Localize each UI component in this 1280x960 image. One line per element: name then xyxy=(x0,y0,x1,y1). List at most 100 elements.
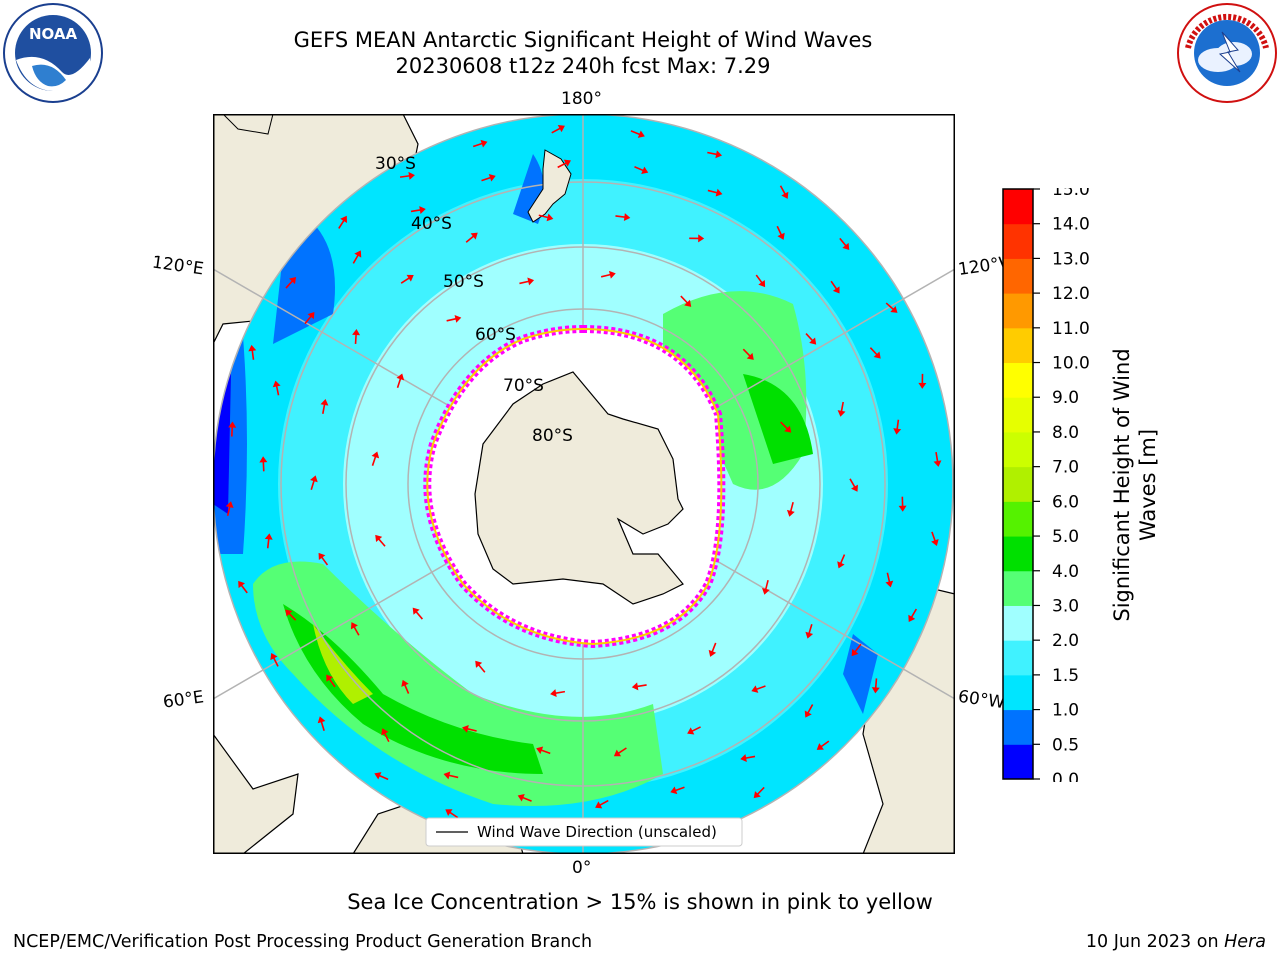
colorbar-tick-label: 14.0 xyxy=(1052,215,1090,235)
colorbar-swatch xyxy=(1003,223,1033,259)
date-text: 10 Jun 2023 on xyxy=(1085,932,1219,952)
wave-direction-arrow xyxy=(320,399,329,414)
wave-direction-arrow xyxy=(908,608,918,622)
credit-text: NCEP/EMC/Verification Post Processing Pr… xyxy=(13,932,593,952)
wave-direction-arrow xyxy=(595,799,609,809)
wave-direction-arrow xyxy=(352,329,361,345)
wave-direction-arrow xyxy=(869,347,881,359)
colorbar-swatch xyxy=(1003,640,1033,676)
colorbar-swatch xyxy=(1003,397,1033,433)
wave-direction-arrow xyxy=(779,185,789,199)
wave-direction-arrow xyxy=(780,421,792,433)
colorbar-swatch xyxy=(1003,536,1033,572)
wave-direction-arrow xyxy=(600,270,616,279)
wave-direction-arrow xyxy=(481,173,496,182)
wave-direction-arrow xyxy=(401,679,410,694)
lon-label-180: 180° xyxy=(561,89,602,109)
wave-direction-arrow xyxy=(550,689,566,698)
wave-direction-arrow xyxy=(375,534,386,547)
colorbar-swatch xyxy=(1003,431,1033,468)
wave-direction-arrow xyxy=(830,280,840,294)
wave-direction-arrow xyxy=(613,747,627,757)
wave-direction-arrow xyxy=(634,165,649,174)
lat-label-60s: 60°S xyxy=(475,325,516,345)
wave-direction-arrow xyxy=(707,188,723,197)
wave-direction-arrow xyxy=(475,660,486,673)
svg-text:Significant Height of Wind: Significant Height of Wind xyxy=(1110,348,1134,621)
colorbar-tick-label: 0.5 xyxy=(1052,735,1079,755)
wave-direction-arrow xyxy=(259,456,268,472)
colorbar-tick-label: 8.0 xyxy=(1052,423,1079,443)
wave-direction-arrow xyxy=(317,716,326,731)
wave-direction-arrow xyxy=(893,419,902,435)
wave-direction-arrow xyxy=(742,348,754,360)
wave-direction-arrow xyxy=(248,344,257,360)
wave-direction-arrow xyxy=(885,302,898,313)
colorbar-swatch xyxy=(1003,501,1033,537)
lon-label-120e: 120°E xyxy=(150,252,205,280)
wave-direction-arrow xyxy=(615,213,631,222)
wave-direction-arrow xyxy=(412,607,423,620)
colorbar-tick-label: 5.0 xyxy=(1052,527,1079,547)
wind-wave-direction-arrows xyxy=(225,125,942,843)
colorbar-tick-label: 6.0 xyxy=(1052,492,1079,512)
wave-direction-arrow xyxy=(708,642,717,657)
colorbar-swatch xyxy=(1003,709,1033,745)
wave-direction-arrow xyxy=(304,312,315,325)
wave-direction-arrow xyxy=(264,533,273,549)
wave-direction-arrow xyxy=(238,580,248,594)
wave-direction-arrow xyxy=(851,643,862,657)
wave-direction-arrow xyxy=(352,250,362,264)
wave-direction-arrow xyxy=(689,234,705,243)
wave-direction-arrow xyxy=(538,213,554,222)
colorbar-tick-label: 7.0 xyxy=(1052,458,1079,478)
lon-label-60e: 60°E xyxy=(161,687,206,713)
wave-direction-arrow xyxy=(371,451,380,466)
machine-name: Hera xyxy=(1224,932,1266,952)
colorbar-swatch xyxy=(1003,293,1033,329)
colorbar-tick-label: 0.0 xyxy=(1052,770,1079,782)
wave-direction-arrow xyxy=(837,554,846,569)
wave-direction-arrow xyxy=(776,225,785,240)
wave-direction-arrow xyxy=(272,380,281,396)
lon-label-60w: 60°W xyxy=(956,686,1007,714)
colorbar-tick-label: 4.0 xyxy=(1052,562,1079,582)
lat-label-70s: 70°S xyxy=(503,376,544,396)
colorbar-tick-label: 2.0 xyxy=(1052,631,1079,651)
wave-direction-arrow xyxy=(871,678,880,694)
wave-direction-arrow xyxy=(400,274,414,284)
wave-direction-arrow xyxy=(374,772,389,781)
wave-direction-arrow xyxy=(805,333,817,345)
colorbar-swatch xyxy=(1003,189,1033,225)
wave-direction-arrow xyxy=(885,572,894,588)
wave-direction-arrow xyxy=(631,682,647,691)
wave-direction-arrow xyxy=(839,237,850,251)
wave-direction-arrow xyxy=(761,579,770,595)
map-legend: Wind Wave Direction (unscaled) xyxy=(425,817,743,847)
new-zealand xyxy=(527,149,572,223)
antarctica xyxy=(474,371,684,605)
colorbar-tick-label: 3.0 xyxy=(1052,596,1079,616)
wave-direction-arrow xyxy=(519,277,535,286)
colorbar-tick-label: 12.0 xyxy=(1052,284,1090,304)
colorbar-swatch xyxy=(1003,674,1033,711)
colorbar-tick-label: 15.0 xyxy=(1052,188,1090,200)
wave-direction-arrow xyxy=(326,674,336,688)
wave-direction-arrow xyxy=(755,274,766,288)
colorbar-swatch xyxy=(1003,362,1033,398)
wave-direction-arrow xyxy=(816,740,830,750)
wave-direction-arrow xyxy=(396,373,405,388)
antarctic-wave-map: 30°S 40°S 50°S 60°S 70°S 80°S Wind Wave … xyxy=(213,114,955,854)
wave-direction-arrow xyxy=(740,754,756,762)
wave-direction-arrow xyxy=(285,609,297,621)
wave-direction-arrow xyxy=(443,771,459,780)
wave-direction-arrow xyxy=(285,276,297,289)
wave-direction-arrow xyxy=(557,159,571,169)
wave-direction-arrow xyxy=(707,150,723,159)
wave-direction-arrow xyxy=(462,725,477,733)
wave-direction-arrow xyxy=(381,728,390,743)
nws-logo-icon xyxy=(1177,3,1277,103)
wave-direction-arrow xyxy=(228,421,237,437)
colorbar-swatch xyxy=(1003,258,1033,294)
wave-direction-arrow xyxy=(410,206,426,214)
